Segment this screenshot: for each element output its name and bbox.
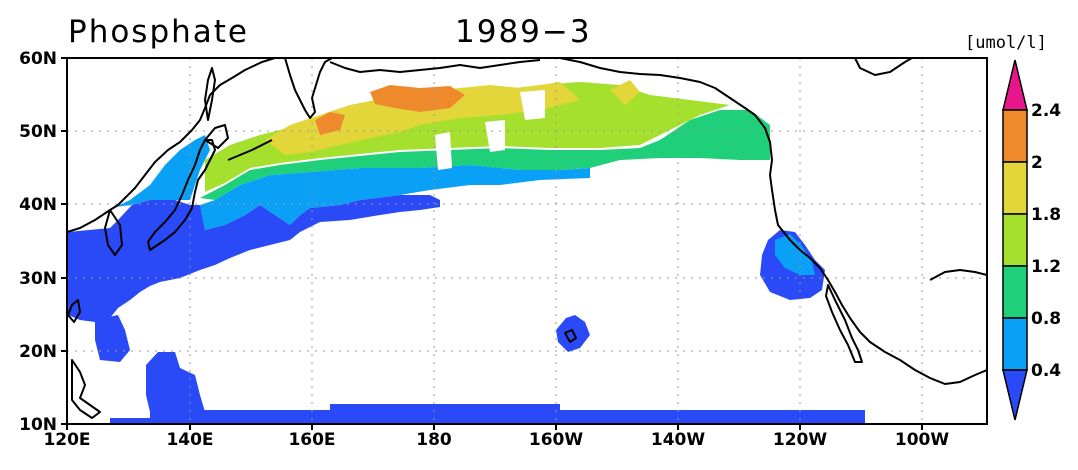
coast-kuril (227, 139, 273, 161)
gap-north-1 (520, 90, 545, 120)
colorbar-swatch-below-0-4 (1002, 369, 1028, 421)
x-tick-100w: 100W (895, 430, 949, 450)
colorbar-level-1-8: 1.8 (1031, 205, 1061, 225)
x-tick-160w: 160W (529, 430, 583, 450)
coast-sakhalin (204, 67, 216, 121)
colorbar-swatch-above-2-4 (1002, 59, 1028, 111)
coast-japan (147, 139, 216, 251)
shading-subarctic-lightblue (200, 165, 590, 230)
coast-asia (67, 58, 276, 233)
x-tick-140e: 140E (166, 430, 213, 450)
y-tick-30n: 30N (19, 269, 57, 289)
gap-central-2 (485, 120, 505, 152)
coast-alaska (559, 58, 987, 385)
colorbar-level-0-4: 0.4 (1031, 361, 1061, 381)
shading-philippine-low (95, 315, 130, 362)
shading-subarctic-orange (370, 85, 465, 112)
x-tick-160e: 160E (288, 430, 335, 450)
coast-hokkaido (204, 124, 229, 149)
y-tick-50n: 50N (19, 122, 57, 142)
colorbar-level-2-4: 2.4 (1031, 101, 1061, 121)
y-tick-40n: 40N (19, 195, 57, 215)
gap-central-1 (435, 132, 452, 170)
colorbar-level-1-2: 1.2 (1031, 257, 1061, 277)
shading-gulf-alaska-yellow (610, 80, 640, 105)
x-tick-120w: 120W (773, 430, 827, 450)
shading-equatorial-band (110, 404, 865, 424)
shading-subarctic-green (200, 110, 770, 200)
shading-subarctic-yellow (265, 82, 580, 155)
colorbar-swatch-0-4-to-0-8 (1002, 317, 1028, 371)
coast-taiwan (67, 299, 81, 323)
shading-california-mid (775, 234, 815, 275)
coast-hawaii (564, 329, 577, 343)
colorbar-level-2: 2 (1031, 153, 1043, 173)
colorbar-swatch-2-to-2-4 (1002, 109, 1028, 163)
x-tick-labels: 120E 140E 160E 180 160W 140W 120W 100W (43, 430, 949, 450)
colorbar-swatch-1-8-to-2 (1002, 161, 1028, 215)
map-title-variable: Phosphate (68, 14, 249, 50)
colorbar-unit: [umol/l] (965, 33, 1047, 53)
shading-subarctic-lime (205, 82, 730, 192)
coast-aleutians (329, 59, 541, 73)
coastlines (67, 58, 987, 419)
x-tick-140w: 140W (651, 430, 705, 450)
y-tick-labels: 60N 50N 40N 30N 20N 10N (19, 49, 57, 435)
x-tick-120e: 120E (43, 430, 90, 450)
coast-kamchatka (284, 58, 333, 119)
shading-japan-sea-mid (115, 135, 210, 207)
coast-korea (104, 209, 123, 256)
x-tick-180: 180 (416, 430, 452, 450)
y-tick-20n: 20N (19, 342, 57, 362)
map-title-period: 1989−3 (455, 14, 592, 50)
plot-frame (66, 57, 988, 425)
coast-hudson (854, 58, 913, 76)
y-tick-10n: 10N (19, 415, 57, 435)
shading-subarctic-orange-2 (315, 112, 345, 135)
colorbar: [umol/l] 2.4 2 1.8 1.2 0.8 0.4 (965, 33, 1061, 421)
y-tick-60n: 60N (19, 49, 57, 69)
colorbar-level-0-8: 0.8 (1031, 309, 1061, 329)
coast-gulf-mexico (929, 269, 987, 281)
coast-baja (825, 284, 863, 363)
colorbar-swatch-1-2-to-1-8 (1002, 213, 1028, 267)
shading-140e-low (146, 352, 205, 412)
colorbar-swatch-0-8-to-1-2 (1002, 265, 1028, 319)
coast-philippines (71, 359, 101, 419)
tick-marks (61, 57, 923, 430)
map-gridlines (67, 58, 987, 424)
